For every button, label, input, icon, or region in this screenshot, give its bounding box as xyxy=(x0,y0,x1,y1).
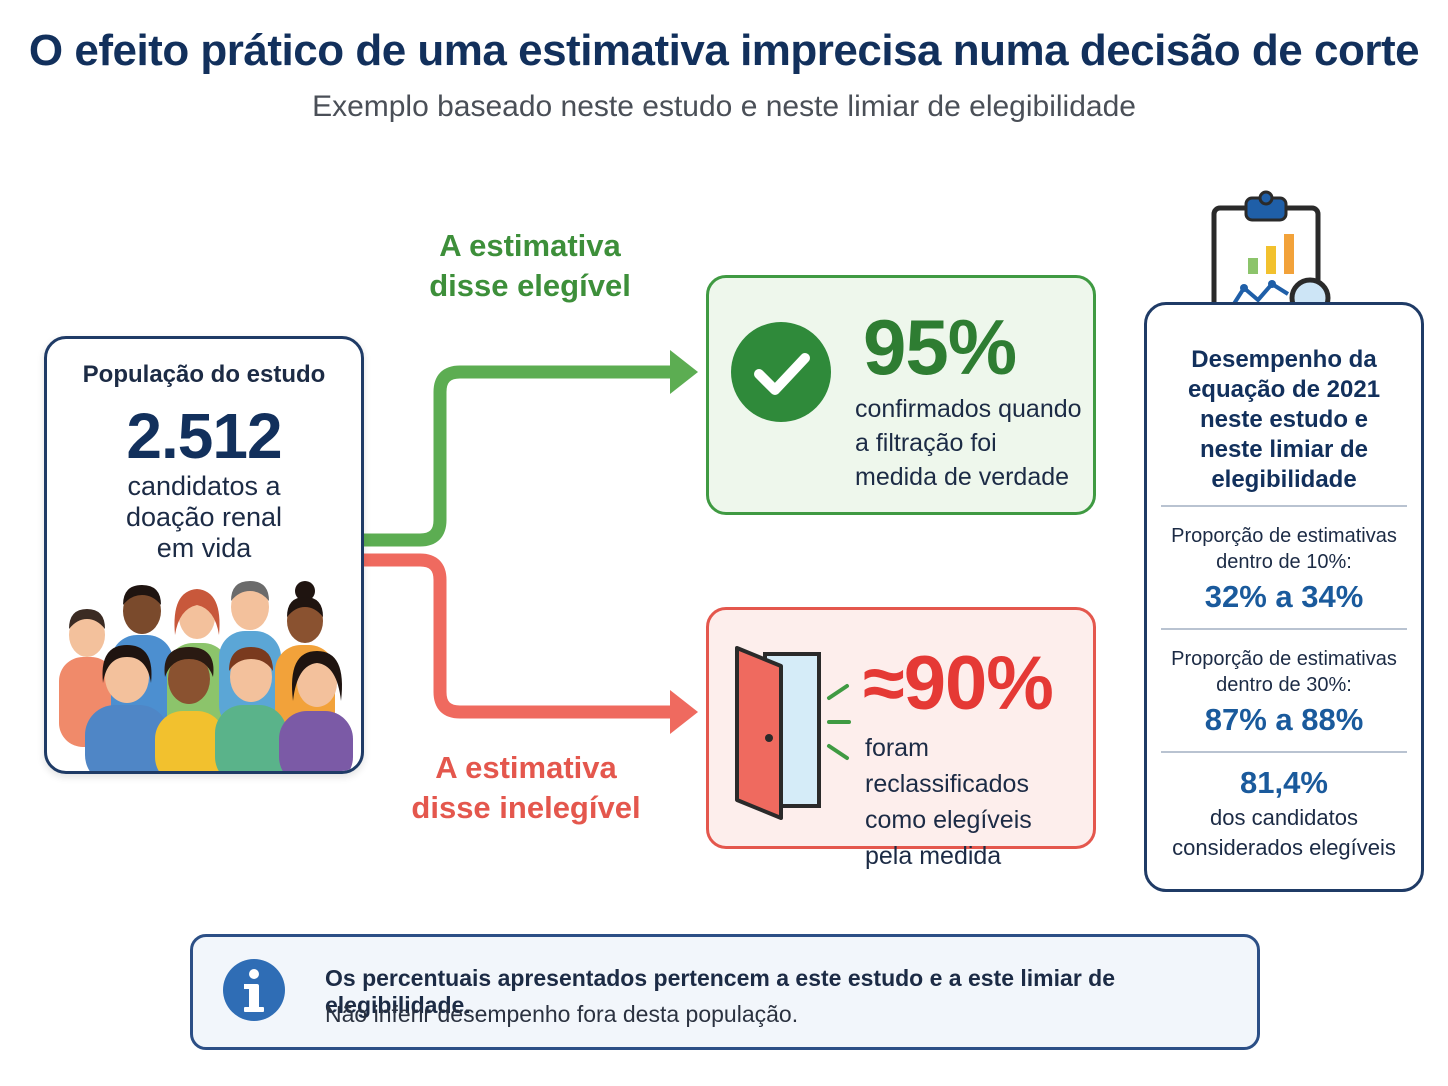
open-door-icon xyxy=(735,646,851,820)
population-label: População do estudo xyxy=(82,361,326,388)
eligible-result-card: 95% confirmados quando a filtração foi m… xyxy=(706,275,1096,515)
performance-divider xyxy=(1161,628,1407,630)
ineligible-description: foram reclassificados como elegíveis pel… xyxy=(865,730,1095,874)
eligible-label-line: A estimativa xyxy=(439,228,621,263)
metric-30-label: Proporção de estimativas dentro de 30%: xyxy=(1147,646,1421,698)
ineligible-desc-line: foram reclassificados xyxy=(865,734,1029,798)
metric-10-value: 32% a 34% xyxy=(1204,579,1364,614)
note-bold-text: Os percentuais apresentados pertencem a … xyxy=(325,965,1115,1018)
eligible-description: confirmados quando a filtração foi medid… xyxy=(855,392,1085,494)
population-number: 2.512 xyxy=(126,400,282,472)
ineligible-label-line: disse inelegível xyxy=(411,790,641,825)
eligible-label-line: disse elegível xyxy=(429,268,631,303)
metric-30-value: 87% a 88% xyxy=(1204,702,1364,737)
ineligible-desc-line: como elegíveis xyxy=(865,806,1032,834)
person-icon xyxy=(85,645,169,771)
ineligible-result-card: ≈90% foram reclassificados como elegívei… xyxy=(706,607,1096,870)
person-icon xyxy=(155,647,225,771)
performance-title-line: Desempenho da xyxy=(1191,346,1377,373)
eligible-percent: 95% xyxy=(863,303,1017,391)
green-arrow-head xyxy=(670,350,698,394)
metric-10-label-line: dentro de 10%: xyxy=(1216,551,1352,573)
check-circle-icon xyxy=(731,322,831,422)
metric-30-label-line: dentro de 30%: xyxy=(1216,674,1352,696)
performance-divider xyxy=(1161,505,1407,507)
performance-panel: Desempenho da equação de 2021 neste estu… xyxy=(1144,302,1424,892)
red-arrow-head xyxy=(670,690,698,734)
eligible-share-label-line: dos candidatos xyxy=(1210,805,1358,830)
ineligible-branch-label: A estimativa disse inelegível xyxy=(396,748,656,828)
performance-title-line: neste estudo e xyxy=(1199,406,1369,433)
population-description: candidatos a doação renal em vida xyxy=(47,471,361,564)
people-group-icon xyxy=(59,581,353,771)
disclaimer-note: Os percentuais apresentados pertencem a … xyxy=(190,934,1260,1050)
eligible-desc-line: a filtração foi xyxy=(855,429,997,457)
note-text: Não inferir desempenho fora desta popula… xyxy=(325,1001,799,1027)
population-desc-line: em vida xyxy=(156,533,252,563)
red-arrow-line xyxy=(360,553,678,719)
metric-30-label-line: Proporção de estimativas xyxy=(1171,648,1397,670)
green-arrow-line xyxy=(360,365,678,547)
ineligible-percent: ≈90% xyxy=(863,641,1054,726)
person-icon xyxy=(279,651,353,771)
info-icon xyxy=(223,959,285,1021)
ineligible-label-line: A estimativa xyxy=(435,750,617,785)
page-title: O efeito prático de uma estimativa impre… xyxy=(28,26,1420,75)
eligible-share-value: 81,4% xyxy=(1240,765,1328,800)
eligible-desc-line: medida de verdade xyxy=(855,463,1070,491)
eligible-share-label-line: considerados elegíveis xyxy=(1172,835,1396,860)
performance-title-line: equação de 2021 xyxy=(1187,376,1381,403)
performance-divider xyxy=(1161,751,1407,753)
metric-10-label: Proporção de estimativas dentro de 10%: xyxy=(1147,523,1421,575)
performance-title-line: neste limiar de xyxy=(1199,436,1369,463)
population-card: População do estudo 2.512 candidatos a d… xyxy=(44,336,364,774)
population-desc-line: doação renal xyxy=(125,502,283,532)
page-subtitle: Exemplo baseado neste estudo e neste lim… xyxy=(312,90,1136,123)
performance-title: Desempenho da equação de 2021 neste estu… xyxy=(1147,345,1421,495)
metric-10-label-line: Proporção de estimativas xyxy=(1171,525,1397,547)
ineligible-desc-line: pela medida xyxy=(865,842,1002,870)
person-icon xyxy=(215,647,287,771)
population-desc-line: candidatos a xyxy=(127,471,281,501)
eligible-desc-line: confirmados quando xyxy=(855,395,1082,423)
eligible-share-label: dos candidatos considerados elegíveis xyxy=(1147,803,1421,863)
performance-title-line: elegibilidade xyxy=(1211,466,1357,493)
eligible-branch-label: A estimativa disse elegível xyxy=(400,226,660,306)
